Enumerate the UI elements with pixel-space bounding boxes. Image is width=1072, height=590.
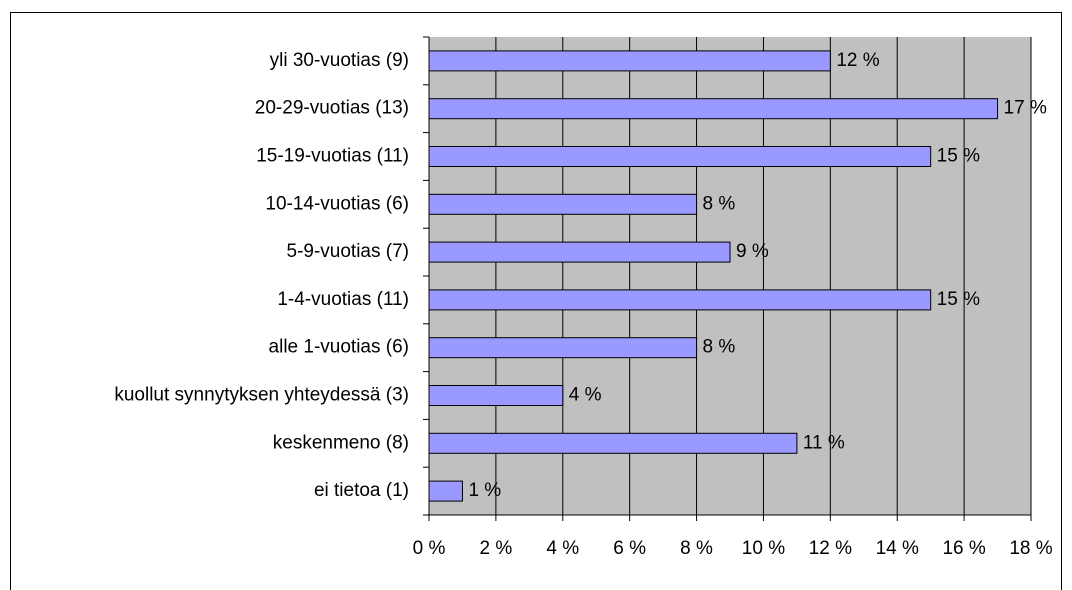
x-tick-label: 16 %	[942, 538, 985, 559]
x-tick-label: 0 %	[413, 538, 446, 559]
bar	[428, 98, 999, 120]
bar	[428, 289, 932, 311]
y-tick-label: 20-29-vuotias (13)	[255, 98, 409, 119]
y-tick-label: ei tietoa (1)	[314, 480, 409, 501]
x-tick-label: 10 %	[742, 538, 785, 559]
value-label: 1 %	[468, 480, 501, 501]
y-tick-label: keskenmeno (8)	[273, 432, 409, 453]
bar	[428, 50, 831, 72]
value-label: 11 %	[803, 432, 845, 453]
y-tick-label: yli 30-vuotias (9)	[270, 50, 409, 71]
bar	[428, 146, 932, 167]
value-label: 9 %	[736, 241, 769, 262]
value-label: 4 %	[569, 385, 602, 406]
y-tick-label: 15-19-vuotias (11)	[256, 146, 409, 167]
value-label: 8 %	[703, 193, 736, 214]
x-tick-label: 18 %	[1009, 538, 1052, 559]
x-tick-label: 8 %	[680, 538, 713, 559]
value-label: 15 %	[937, 146, 980, 167]
y-tick-label: kuollut synnytyksen yhteydessä (3)	[114, 385, 409, 406]
value-label: 8 %	[703, 337, 736, 358]
bar	[428, 193, 698, 215]
bar	[428, 385, 564, 406]
y-tick-label: alle 1-vuotias (6)	[269, 337, 409, 358]
x-tick-label: 12 %	[809, 538, 852, 559]
bar	[428, 432, 798, 454]
y-tick-label: 5-9-vuotias (7)	[287, 241, 410, 262]
bar	[428, 337, 698, 359]
bar	[428, 480, 463, 502]
y-tick-label: 10-14-vuotias (6)	[265, 193, 409, 214]
x-tick-label: 14 %	[876, 538, 919, 559]
value-label: 15 %	[937, 289, 980, 310]
x-tick-label: 6 %	[613, 538, 646, 559]
x-tick-label: 4 %	[546, 538, 579, 559]
value-label: 17 %	[1004, 98, 1047, 119]
value-label: 12 %	[836, 50, 879, 71]
y-tick-label: 1-4-vuotias (11)	[277, 289, 409, 310]
bar	[428, 241, 731, 263]
x-tick-label: 2 %	[480, 538, 513, 559]
